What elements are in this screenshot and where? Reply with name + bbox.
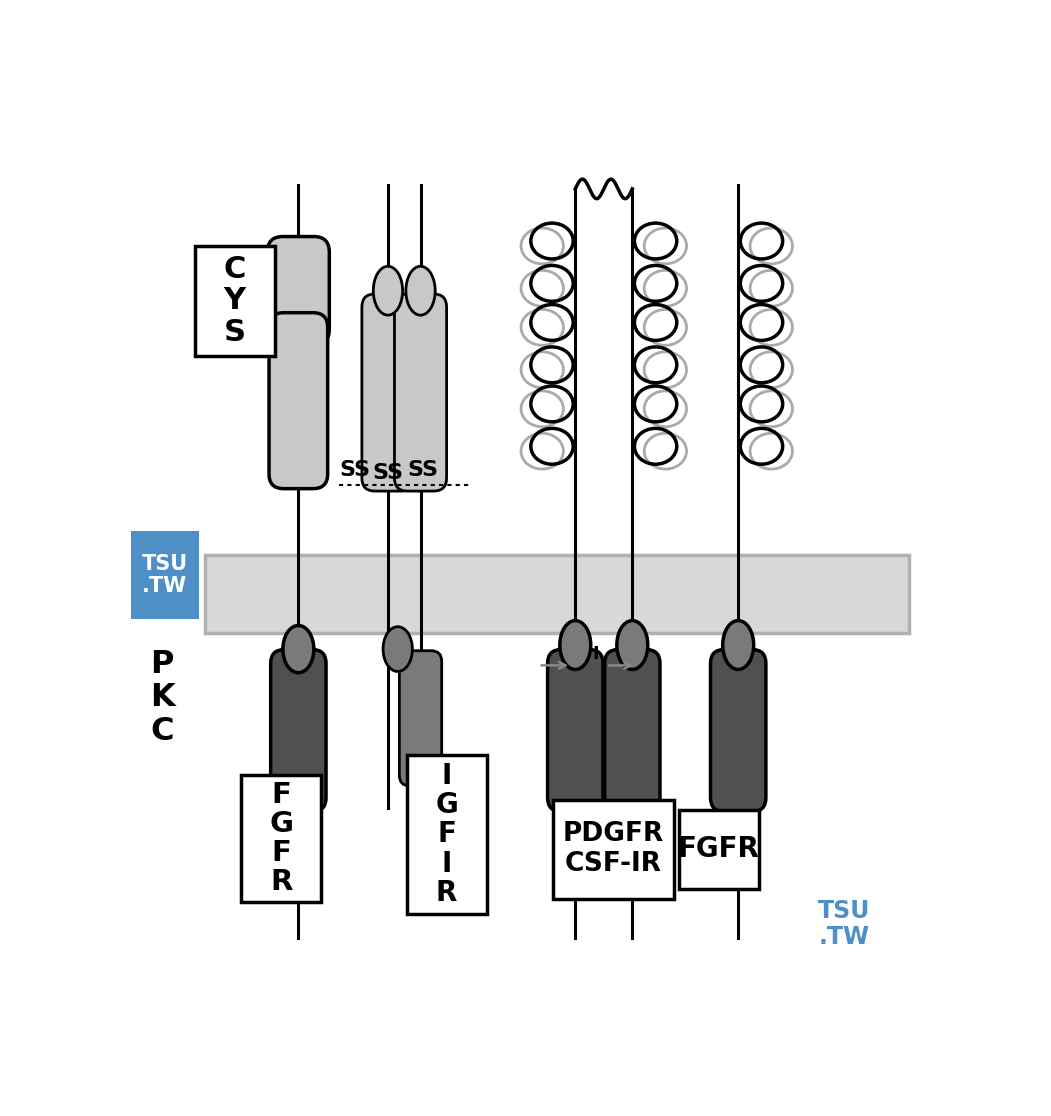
FancyBboxPatch shape [362,294,414,491]
FancyBboxPatch shape [269,312,328,489]
Bar [407,756,487,914]
Bar [242,776,322,902]
Text: SS: SS [372,463,404,483]
FancyBboxPatch shape [271,650,326,811]
Bar [679,809,759,889]
Ellipse shape [383,627,412,672]
Ellipse shape [723,620,754,670]
FancyBboxPatch shape [131,531,199,619]
FancyBboxPatch shape [710,650,766,811]
Ellipse shape [283,625,314,673]
Text: P
K
C: P K C [150,650,174,747]
FancyBboxPatch shape [394,294,447,491]
Bar [553,800,674,899]
Text: FGFR: FGFR [678,836,760,864]
FancyBboxPatch shape [399,651,441,786]
FancyBboxPatch shape [267,237,329,345]
Bar [205,556,909,633]
FancyBboxPatch shape [548,650,603,811]
Text: I
G
F
I
R: I G F I R [435,762,458,906]
Ellipse shape [560,620,591,670]
Text: SS: SS [408,461,438,481]
Text: PDGFR
CSF-IR: PDGFR CSF-IR [563,821,664,877]
FancyBboxPatch shape [604,650,660,811]
Text: TSU
.TW: TSU .TW [142,555,188,596]
Ellipse shape [373,267,403,315]
Ellipse shape [617,620,647,670]
Bar [194,246,274,356]
Text: I: I [593,645,599,663]
Text: C
Y
S: C Y S [224,256,246,347]
Text: F
G
F
R: F G F R [269,781,293,896]
Text: SS: SS [339,461,371,481]
Ellipse shape [406,267,435,315]
Text: TSU
.TW: TSU .TW [818,898,870,949]
